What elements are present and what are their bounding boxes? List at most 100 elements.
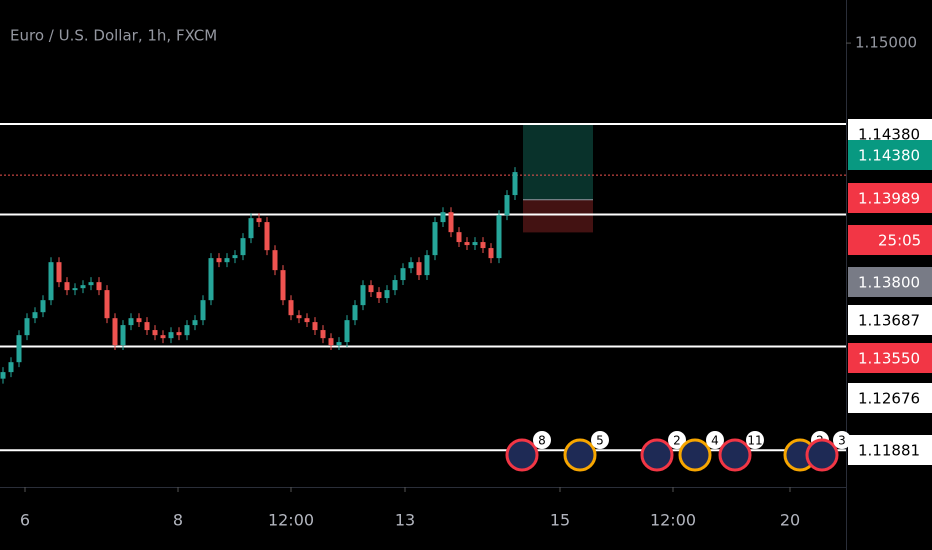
price-label-box <box>848 435 932 465</box>
price-label-box <box>848 225 932 255</box>
x-tick-label: 15 <box>550 511 570 530</box>
candle-body <box>488 248 494 259</box>
candle-body <box>432 222 438 256</box>
price-label-box <box>848 383 932 413</box>
candle-body <box>480 242 486 249</box>
candle-body <box>32 312 38 319</box>
candle-body <box>96 282 102 291</box>
candle-body <box>88 282 94 286</box>
candle-body <box>176 332 182 336</box>
event-icon <box>805 438 839 472</box>
candle-body <box>136 318 142 323</box>
price-label: 1.11881 <box>858 442 920 460</box>
candle-body <box>192 320 198 326</box>
candle-body <box>144 322 150 331</box>
candle-body <box>208 258 214 301</box>
x-tick-label: 12:00 <box>268 511 314 530</box>
event-count: 3 <box>838 434 846 448</box>
profit-zone <box>523 124 593 200</box>
event-icon <box>718 438 752 472</box>
candle-body <box>104 290 110 319</box>
candle-body <box>296 315 302 319</box>
x-tick-label: 12:00 <box>650 511 696 530</box>
candle-body <box>512 172 518 196</box>
price-label: 1.14380 <box>858 126 920 144</box>
candle-body <box>264 222 270 251</box>
candle-body <box>64 282 70 291</box>
candle-body <box>120 325 126 346</box>
candle-body <box>80 285 86 289</box>
event-icon <box>505 438 539 472</box>
candle-body <box>168 332 174 339</box>
event-count-bg <box>591 431 609 449</box>
plot-area <box>0 123 846 452</box>
candle-body <box>48 262 54 301</box>
candle-body <box>16 335 22 363</box>
price-label: 1.13550 <box>858 350 920 368</box>
candle-body <box>248 218 254 239</box>
candle-body <box>320 330 326 339</box>
candle-body <box>400 268 406 281</box>
price-label-box <box>848 183 932 213</box>
candle-body <box>40 300 46 313</box>
price-label: 1.13687 <box>858 312 920 330</box>
candle-body <box>368 285 374 293</box>
candle-body <box>256 218 262 223</box>
loss-zone <box>523 199 593 233</box>
candle-body <box>408 262 414 269</box>
candle-body <box>424 255 430 276</box>
candle-body <box>184 325 190 336</box>
event-count-bg <box>533 431 551 449</box>
candle-body <box>456 232 462 243</box>
x-tick-label: 20 <box>780 511 800 530</box>
candle-body <box>448 212 454 233</box>
candle-body <box>440 212 446 223</box>
price-label: 25:05 <box>878 232 921 250</box>
candle-body <box>416 262 422 276</box>
candle-body <box>56 262 62 283</box>
overlay: 85241123 <box>505 431 851 472</box>
candle-body <box>240 238 246 256</box>
event-count-bg <box>833 431 851 449</box>
candle-body <box>328 338 334 346</box>
event-count: 4 <box>711 434 719 448</box>
candle-body <box>0 372 6 379</box>
candle-body <box>344 320 350 343</box>
candle-body <box>152 330 158 336</box>
candle-body <box>360 285 366 306</box>
candle-body <box>392 280 398 291</box>
candle-body <box>336 342 342 346</box>
candle-body <box>280 270 286 301</box>
event-count: 2 <box>673 434 681 448</box>
y-tick-label: 1.15000 <box>855 34 917 52</box>
x-tick-label: 6 <box>20 511 30 530</box>
event-count: 5 <box>596 434 604 448</box>
candle-body <box>112 318 118 346</box>
price-label: 1.13800 <box>858 274 920 292</box>
event-icon <box>640 438 674 472</box>
price-label-box <box>848 140 932 170</box>
candle-body <box>384 290 390 299</box>
candle-body <box>312 322 318 331</box>
price-label: 1.13989 <box>858 190 920 208</box>
event-icon <box>563 438 597 472</box>
candle-body <box>160 335 166 339</box>
candle-body <box>496 215 502 259</box>
candle-body <box>472 242 478 246</box>
event-count: 8 <box>538 434 546 448</box>
candle-body <box>128 318 134 326</box>
candle-body <box>504 195 510 216</box>
candle-body <box>24 318 30 336</box>
candle-body <box>288 300 294 316</box>
candle-body <box>216 258 222 263</box>
candle-body <box>8 362 14 373</box>
chart-title: Euro / U.S. Dollar, 1h, FXCM <box>10 27 217 45</box>
x-tick-label: 8 <box>173 511 183 530</box>
candle-body <box>304 318 310 323</box>
x-tick-label: 13 <box>395 511 415 530</box>
candle-body <box>72 288 78 291</box>
candle-body <box>464 242 470 246</box>
candle-body <box>224 258 230 263</box>
event-icon <box>678 438 712 472</box>
